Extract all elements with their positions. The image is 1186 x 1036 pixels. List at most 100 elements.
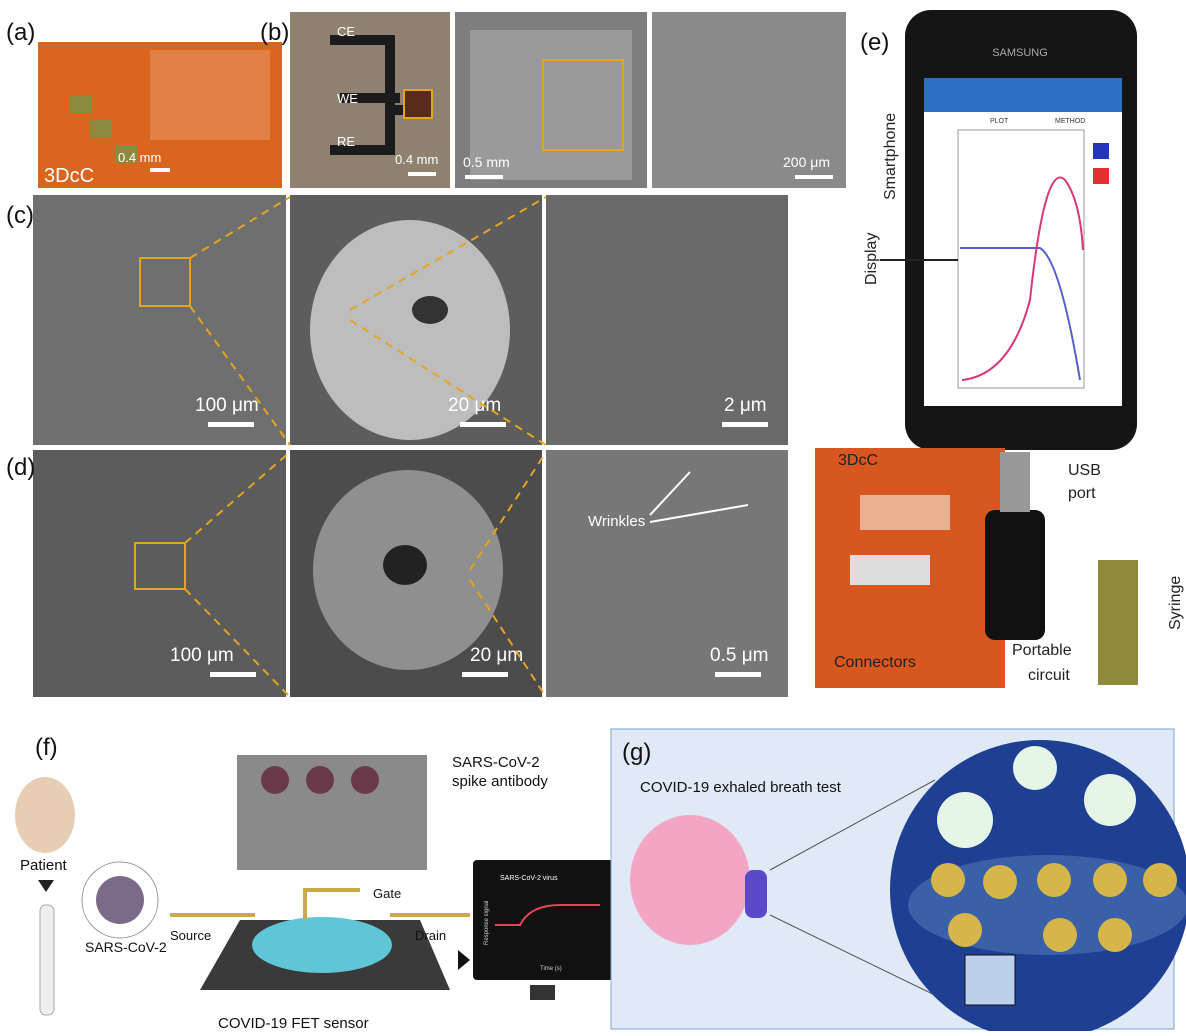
channel — [252, 917, 392, 973]
breath-device — [745, 870, 767, 918]
response-curve — [495, 904, 600, 926]
scale-bar — [460, 422, 506, 427]
zoom-box — [134, 542, 186, 590]
panel-label: (e) — [860, 29, 889, 56]
monitor-y-label: Response signal — [484, 901, 490, 945]
scale-bar — [795, 175, 833, 179]
connectors — [850, 555, 930, 585]
zoom-box — [139, 257, 191, 307]
annotation: SARS-CoV-2 — [85, 939, 167, 955]
scale-bar — [462, 672, 508, 677]
scale-label: 2 μm — [724, 395, 767, 416]
electrode-label: CE — [337, 24, 355, 39]
panel-label: (f) — [35, 734, 58, 761]
head — [630, 815, 750, 945]
curve — [961, 176, 1084, 381]
annotation: SARS-CoV-2 — [452, 754, 540, 771]
arrow — [458, 950, 470, 970]
chip — [860, 495, 950, 530]
scale-label: 20 μm — [448, 395, 501, 416]
virus — [261, 766, 289, 794]
scale-label: 0.4 mm — [118, 150, 161, 165]
zoom-box — [542, 59, 624, 151]
virus — [1013, 746, 1057, 790]
usb — [1000, 452, 1030, 512]
annotation: COVID-19 FET sensor — [218, 1015, 369, 1031]
pillar — [310, 220, 510, 440]
scale-label: 200 μm — [783, 154, 830, 170]
panel-label: (a) — [6, 19, 35, 46]
pore — [383, 545, 427, 585]
chip-name: 3DcC — [44, 165, 94, 187]
annotation: port — [1068, 485, 1096, 502]
pore — [412, 296, 448, 324]
annotation: Source — [170, 928, 211, 943]
scale-bar — [722, 422, 768, 427]
patient — [15, 777, 75, 853]
annotation: Drain — [415, 928, 446, 943]
virus — [937, 792, 993, 848]
scale-label: 0.5 mm — [463, 154, 510, 170]
monitor-stand — [530, 985, 555, 1000]
photo-c3 — [546, 195, 788, 445]
virus — [351, 766, 379, 794]
zoom-line — [769, 779, 936, 871]
pad — [90, 120, 112, 138]
legend-swatch — [1093, 143, 1109, 159]
annotation: Patient — [20, 857, 68, 874]
scale-label: 0.4 mm — [395, 152, 438, 167]
virus — [1084, 774, 1136, 826]
legend-swatch — [1093, 168, 1109, 184]
electrode-label: WE — [337, 91, 358, 106]
annotation: Connectors — [834, 654, 916, 671]
nanoparticles — [931, 863, 1177, 952]
inset — [964, 954, 1016, 1006]
photo-b-pillars — [652, 12, 846, 188]
app-bar — [924, 78, 1122, 112]
arrow — [38, 880, 54, 892]
monitor-title: SARS-CoV-2 virus — [500, 875, 558, 882]
annotation: Display — [863, 233, 880, 285]
annotation: Syringe — [1167, 576, 1184, 630]
panel-label: (g) — [622, 739, 651, 766]
virus — [96, 876, 144, 924]
arrow — [649, 471, 691, 516]
virus — [306, 766, 334, 794]
annotation: circuit — [1028, 667, 1070, 684]
scale-bar — [408, 172, 436, 176]
title: COVID-19 exhaled breath test — [640, 779, 842, 796]
electrode-label: RE — [337, 134, 355, 149]
brand: SAMSUNG — [992, 47, 1048, 59]
photo-d3 — [546, 450, 788, 697]
portable-circuit — [985, 510, 1045, 640]
arrow — [649, 504, 749, 523]
annotation: spike antibody — [452, 773, 548, 790]
pad — [70, 95, 92, 113]
photo-c1 — [33, 195, 286, 445]
electrodes — [330, 35, 410, 155]
pad — [115, 145, 137, 163]
scale-bar — [465, 175, 503, 179]
scale-label: 20 μm — [470, 645, 523, 666]
screen — [924, 78, 1122, 406]
scale-bar — [715, 672, 761, 677]
panel-label: (c) — [6, 202, 34, 229]
chip — [150, 50, 270, 140]
annotation: Portable — [1012, 642, 1072, 659]
scale-label: 100 μm — [170, 645, 234, 666]
scale-bar — [150, 168, 170, 172]
we-zoom — [403, 89, 433, 119]
zoom-lines — [184, 196, 547, 698]
scale-bar — [208, 422, 254, 427]
tab: PLOT — [990, 118, 1009, 125]
panel-label: (d) — [6, 454, 35, 481]
annotation: Gate — [373, 886, 401, 901]
tab: METHOD — [1055, 118, 1085, 125]
annotation: 3DcC — [838, 452, 878, 469]
tube — [39, 904, 55, 1016]
annotation: USB — [1068, 462, 1101, 479]
scale-bar — [210, 672, 256, 677]
annotation: Wrinkles — [588, 513, 645, 530]
